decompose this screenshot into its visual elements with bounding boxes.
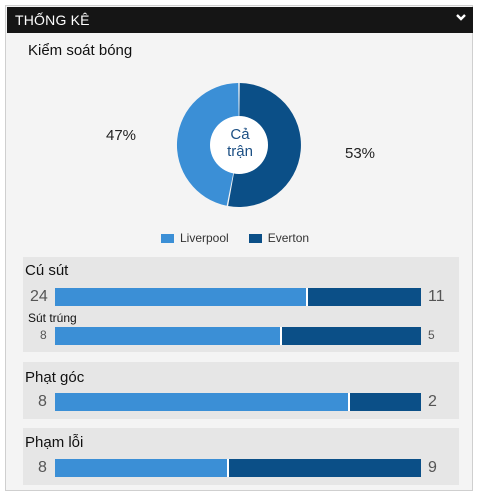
fouls-label: Phạm lỗi bbox=[25, 434, 84, 451]
legend-swatch-away bbox=[248, 233, 262, 243]
legend-item-away: Everton bbox=[248, 231, 310, 245]
legend-label-away: Everton bbox=[267, 231, 310, 245]
corners-bar-home bbox=[55, 393, 348, 411]
shots-bar-away bbox=[307, 288, 421, 306]
shots-on-target-away-value: 5 bbox=[428, 328, 435, 342]
shots-bar bbox=[55, 288, 421, 306]
corners-bar-separator bbox=[347, 393, 350, 411]
shots-on-target-home-value: 8 bbox=[40, 328, 47, 342]
shots-on-target-bar-away bbox=[282, 327, 421, 345]
donut-center-line1: Cả bbox=[230, 126, 250, 143]
shots-on-target-label: Sút trúng bbox=[28, 311, 77, 325]
shots-on-target-bar-separator bbox=[280, 327, 283, 345]
fouls-away-value: 9 bbox=[428, 459, 437, 476]
header-title: THỐNG KÊ bbox=[15, 12, 90, 28]
fouls-home-value: 8 bbox=[38, 459, 47, 476]
shots-bar-home bbox=[55, 288, 306, 306]
fouls-bar bbox=[55, 459, 421, 477]
shots-label: Cú sút bbox=[25, 262, 69, 279]
donut-center-line2: trận bbox=[227, 143, 253, 160]
home-possession-pct: 47% bbox=[106, 127, 137, 144]
stats-header[interactable]: THỐNG KÊ bbox=[7, 7, 473, 33]
corners-label: Phạt góc bbox=[25, 369, 85, 386]
legend-swatch-home bbox=[161, 233, 174, 243]
legend-item-home: Liverpool bbox=[161, 231, 229, 245]
fouls-bar-separator bbox=[227, 459, 230, 477]
corners-bar bbox=[55, 393, 421, 411]
donut-center-label: Cả trận bbox=[214, 126, 266, 160]
possession-donut bbox=[176, 83, 301, 207]
corners-home-value: 8 bbox=[38, 393, 47, 410]
corners-bar-away bbox=[349, 393, 421, 411]
possession-title: Kiểm soát bóng bbox=[28, 42, 133, 59]
donut-center bbox=[210, 116, 268, 174]
legend: Liverpool Everton bbox=[161, 231, 329, 245]
possession-home-segment bbox=[176, 83, 239, 206]
shots-on-target-bar bbox=[55, 327, 421, 345]
shots-home-value: 24 bbox=[30, 288, 48, 305]
away-possession-pct: 53% bbox=[345, 145, 376, 162]
shots-bar-separator bbox=[305, 288, 308, 306]
chevron-down-icon[interactable] bbox=[455, 11, 467, 25]
legend-label-home: Liverpool bbox=[180, 231, 229, 245]
shots-on-target-bar-home bbox=[55, 327, 281, 345]
fouls-bar-away bbox=[229, 459, 421, 477]
fouls-bar-home bbox=[55, 459, 228, 477]
shots-away-value: 11 bbox=[428, 288, 445, 305]
corners-away-value: 2 bbox=[428, 393, 437, 410]
